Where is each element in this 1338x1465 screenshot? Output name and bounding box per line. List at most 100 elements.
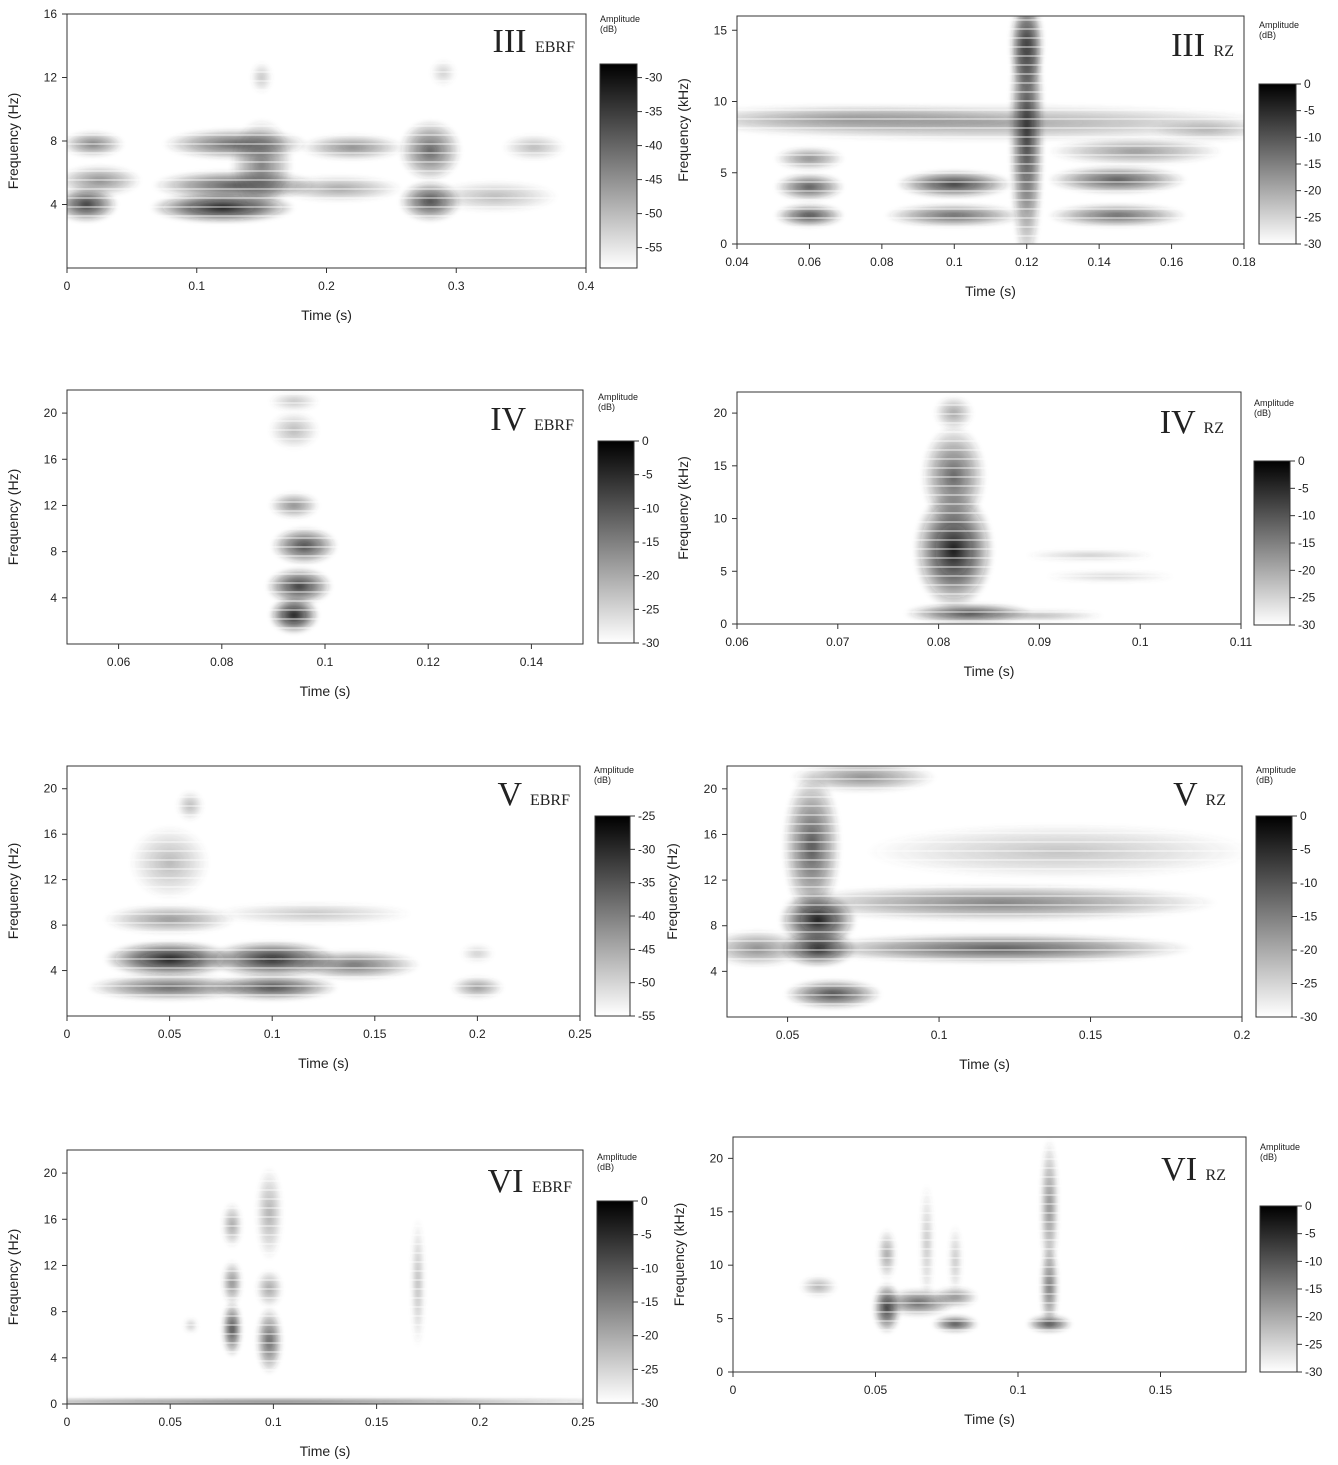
energy-blob	[896, 170, 1012, 197]
colorbar-tick-label: -30	[1298, 618, 1316, 632]
energy-blob	[269, 392, 319, 410]
energy-blob	[775, 173, 845, 200]
colorbar-title: Amplitude	[1259, 20, 1299, 30]
colorbar-tick-label: 0	[641, 1194, 648, 1208]
colorbar-tick-label: -20	[642, 569, 660, 583]
x-axis-label: Time (s)	[300, 683, 351, 699]
colorbar-tick-label: -25	[1300, 977, 1318, 991]
y-axis-label: Frequency (Hz)	[664, 843, 680, 939]
x-tick-label: 0.08	[927, 635, 951, 649]
energy-blob	[289, 950, 420, 979]
y-tick-label: 12	[704, 873, 718, 887]
spectrogram-panel-iii-rz: 0.04 0.06 0.08 0.1 0.12 0.14 0.16 0.18 0 5 10 15 Tim…	[672, 0, 1322, 299]
colorbar-title: Amplitude	[597, 1152, 637, 1162]
energy-blob	[251, 62, 272, 92]
energy-blob	[399, 120, 461, 181]
colorbar-title: Amplitude	[1260, 1142, 1300, 1152]
panel-numeral: III	[493, 23, 527, 60]
y-tick-label: 20	[714, 406, 728, 420]
y-axis-label: Frequency (Hz)	[5, 93, 21, 189]
panel-numeral: V	[1173, 776, 1198, 813]
x-tick-label: 0.4	[578, 279, 595, 293]
y-tick-label: 4	[50, 591, 57, 605]
x-tick-label: 0	[730, 1383, 737, 1397]
colorbar-tick-label: -15	[642, 535, 660, 549]
x-tick-label: 0.04	[725, 255, 749, 269]
spectrogram-panel-vi-ebrf: 0 0.05 0.1 0.15 0.2 0.25048121620Time (s)Freq…	[0, 1150, 670, 1459]
x-tick-label: 0.1	[265, 1415, 282, 1429]
colorbar-tick-label: -55	[645, 241, 663, 255]
y-axis-label: Frequency (kHz)	[675, 456, 691, 559]
x-tick-label: 0.25	[571, 1415, 595, 1429]
energy-blob	[104, 905, 235, 934]
colorbar-tick-label: 0	[1305, 1199, 1312, 1213]
energy-blob	[222, 1203, 242, 1247]
x-axis-label: Time (s)	[965, 283, 1016, 299]
colorbar-tick-label: -35	[645, 105, 663, 119]
x-tick-label: 0.2	[318, 279, 335, 293]
y-tick-label: 8	[50, 134, 57, 148]
colorbar-tick-label: -15	[641, 1295, 659, 1309]
y-axis-label: Frequency (kHz)	[675, 78, 691, 181]
spectrogram-panel-vi-rz: 0 0.05 0.1 0.1505101520Time (s)Frequency (k…	[671, 1137, 1323, 1427]
spectrogram-panel-iv-rz: 0.06 0.07 0.08 0.09 0.1 0.1105101520Time (s)F…	[675, 392, 1316, 679]
colorbar-tick-label: -20	[1305, 1310, 1323, 1324]
x-tick-label: 0.25	[568, 1027, 592, 1041]
y-tick-label: 10	[714, 95, 728, 109]
energy-blob	[503, 135, 565, 160]
colorbar-unit: (dB)	[597, 1162, 614, 1172]
colorbar	[1256, 816, 1292, 1017]
colorbar-unit: (dB)	[1254, 408, 1271, 418]
y-tick-label: 5	[720, 166, 727, 180]
x-tick-label: 0.05	[159, 1415, 183, 1429]
x-tick-label: 0.1	[1132, 635, 1149, 649]
energy-blob	[1048, 204, 1187, 227]
energy-blob	[1048, 166, 1187, 193]
x-tick-label: 0.15	[365, 1415, 389, 1429]
colorbar	[598, 441, 634, 643]
x-tick-label: 0.2	[1234, 1028, 1251, 1042]
colorbar-tick-label: -50	[638, 976, 656, 990]
colorbar-tick-label: -10	[1305, 1254, 1323, 1268]
x-tick-label: 0.05	[776, 1028, 800, 1042]
y-tick-label: 20	[44, 782, 58, 796]
y-tick-label: 15	[710, 1205, 724, 1219]
x-tick-label: 0.15	[363, 1027, 387, 1041]
y-tick-label: 4	[50, 198, 57, 212]
x-tick-label: 0.15	[1149, 1383, 1173, 1397]
energy-blob	[88, 975, 252, 1000]
colorbar-tick-label: -45	[645, 173, 663, 187]
y-tick-label: 16	[44, 1212, 58, 1226]
y-tick-label: 8	[710, 919, 717, 933]
y-tick-label: 16	[44, 452, 58, 466]
x-tick-label: 0.08	[870, 255, 894, 269]
colorbar	[1254, 461, 1290, 625]
x-tick-label: 0.08	[210, 655, 234, 669]
colorbar-title: Amplitude	[1256, 765, 1296, 775]
panel-subject: EBRF	[532, 1179, 572, 1196]
colorbar-tick-label: -35	[638, 876, 656, 890]
x-tick-label: 0.12	[1015, 255, 1039, 269]
colorbar-tick-label: 0	[1304, 77, 1311, 91]
x-axis-label: Time (s)	[301, 307, 352, 323]
x-tick-label: 0	[64, 1415, 71, 1429]
y-tick-label: 5	[716, 1312, 723, 1326]
colorbar-tick-label: -25	[642, 602, 660, 616]
colorbar-tick-label: -25	[638, 809, 656, 823]
x-axis-label: Time (s)	[964, 663, 1015, 679]
x-tick-label: 0.1	[946, 255, 963, 269]
x-tick-label: 0.09	[1028, 635, 1052, 649]
colorbar-tick-label: -30	[638, 842, 656, 856]
colorbar-tick-label: -10	[641, 1261, 659, 1275]
x-tick-label: 0.06	[107, 655, 131, 669]
y-tick-label: 4	[50, 964, 57, 978]
panel-subject: RZ	[1204, 420, 1224, 437]
colorbar-tick-label: -5	[1304, 104, 1315, 118]
x-tick-label: 0.1	[264, 1027, 281, 1041]
y-tick-label: 16	[44, 7, 58, 21]
colorbar-tick-label: -15	[1304, 157, 1322, 171]
energy-blob	[934, 396, 973, 430]
energy-blob	[709, 930, 806, 967]
colorbar-tick-label: -5	[1305, 1227, 1316, 1241]
